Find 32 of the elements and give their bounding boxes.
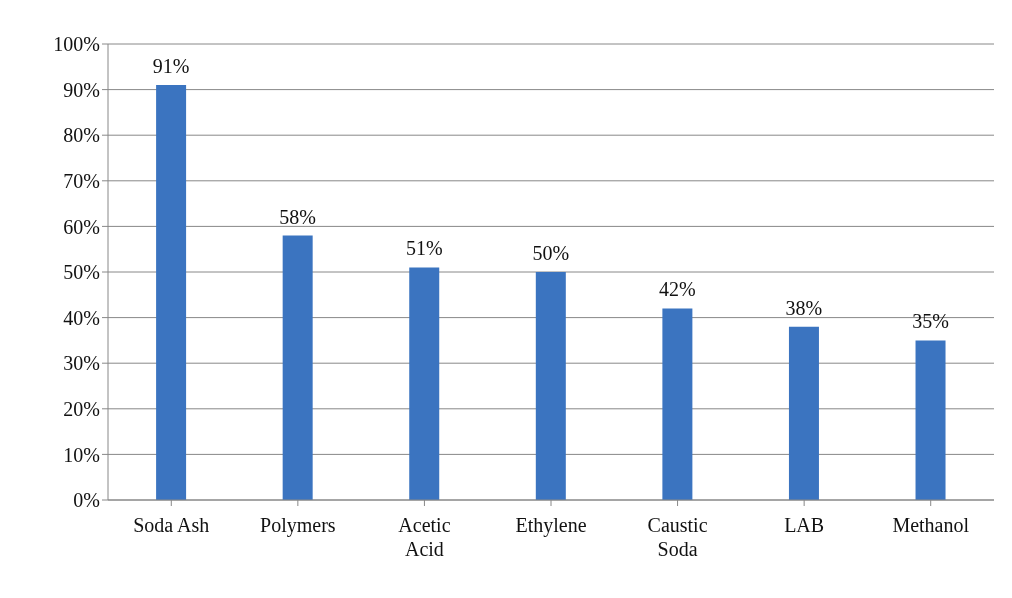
x-tick-label: Caustic Soda — [647, 514, 708, 560]
y-tick-label: 0% — [73, 489, 100, 512]
x-tick-label: Soda Ash — [133, 514, 210, 536]
y-tick-label: 90% — [63, 78, 100, 101]
data-label: 58% — [279, 205, 316, 228]
y-tick-label: 50% — [63, 261, 100, 284]
data-label: 91% — [152, 55, 190, 78]
x-tick-label: Methanol — [892, 514, 970, 536]
data-label: 51% — [405, 237, 443, 260]
y-tick-label: 100% — [53, 33, 100, 56]
bar — [788, 326, 819, 500]
bar — [662, 308, 693, 500]
x-tick-label: Polymers — [260, 514, 336, 537]
data-label: 42% — [659, 278, 696, 301]
bar — [915, 340, 946, 500]
bar — [535, 272, 566, 500]
y-tick-label: 80% — [63, 124, 100, 147]
data-label: 38% — [785, 296, 823, 319]
y-tick-label: 10% — [63, 443, 100, 466]
y-tick-label: 40% — [63, 306, 100, 329]
bar — [409, 267, 440, 500]
data-label: 35% — [912, 310, 949, 333]
data-label: 50% — [532, 242, 570, 264]
x-tick-label: LAB — [784, 514, 825, 536]
y-tick-label: 70% — [63, 169, 100, 192]
bar — [156, 85, 187, 500]
y-tick-label: 30% — [63, 352, 100, 375]
y-tick-label: 60% — [63, 215, 100, 238]
x-tick-label: Ethylene — [515, 514, 587, 537]
x-tick-label: Acetic Acid — [398, 514, 451, 560]
y-tick-label: 20% — [63, 397, 100, 420]
bar — [282, 235, 313, 500]
